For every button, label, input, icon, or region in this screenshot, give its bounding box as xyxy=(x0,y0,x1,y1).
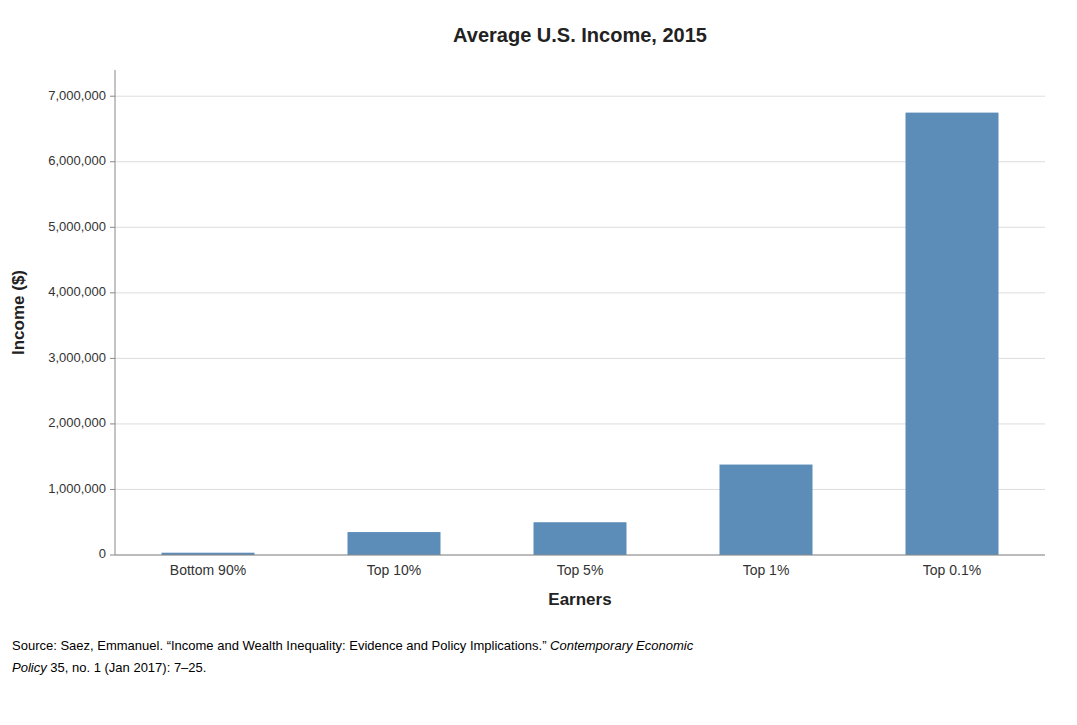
grid-line xyxy=(115,96,1045,97)
y-axis-label: Income ($) xyxy=(9,270,28,355)
y-axis-line xyxy=(115,70,116,555)
tick-mark xyxy=(110,292,115,293)
grid-line xyxy=(115,555,1045,556)
tick-label: Top 1% xyxy=(743,562,790,578)
tick-label: Top 5% xyxy=(557,562,604,578)
title: Average U.S. Income, 2015 xyxy=(453,24,707,46)
bar xyxy=(348,532,441,555)
chart-container: 0 1,000,000 2,000,000 3,000,000 4,000,000 5,0… xyxy=(0,0,1077,725)
tick-mark xyxy=(110,96,115,97)
bars xyxy=(162,113,999,555)
tick-label: 4,000,000 xyxy=(48,284,106,299)
tick-mark xyxy=(110,358,115,359)
bar xyxy=(720,465,813,555)
tick-label: 6,000,000 xyxy=(48,153,106,168)
tick-label: 0 xyxy=(99,546,106,561)
tick-label: 3,000,000 xyxy=(48,350,106,365)
tick-label: 7,000,000 xyxy=(48,88,106,103)
tick-label: Top 0.1% xyxy=(923,562,981,578)
tick-mark xyxy=(110,555,115,556)
x-axis-line xyxy=(115,555,1045,556)
tick-mark xyxy=(110,227,115,228)
tick-mark xyxy=(110,423,115,424)
source-text: Policy xyxy=(12,660,48,675)
tick-mark xyxy=(110,489,115,490)
bar xyxy=(534,522,627,555)
x-axis-label: Earners xyxy=(548,590,611,609)
x-axis: Bottom 90% Top 10% Top 5% Top 1% Top 0.1% xyxy=(170,562,981,578)
tick-label: Top 10% xyxy=(367,562,421,578)
tick-label: 5,000,000 xyxy=(48,219,106,234)
source-note: Policy 35, no. 1 (Jan 2017): 7–25. xyxy=(12,660,206,675)
chart: 0 1,000,000 2,000,000 3,000,000 4,000,000 5,0… xyxy=(0,0,1077,725)
tick-mark xyxy=(110,161,115,162)
source-text: Source: Saez, Emmanuel. “Income and Weal… xyxy=(12,638,550,653)
bar xyxy=(906,113,999,555)
tick-label: Bottom 90% xyxy=(170,562,246,578)
source-text: Contemporary Economic xyxy=(550,638,694,653)
source-note: Source: Saez, Emmanuel. “Income and Weal… xyxy=(12,638,694,653)
tick-label: 2,000,000 xyxy=(48,415,106,430)
source-text: 35, no. 1 (Jan 2017): 7–25. xyxy=(47,660,207,675)
tick-label: 1,000,000 xyxy=(48,481,106,496)
y-axis: 0 1,000,000 2,000,000 3,000,000 4,000,000 5,0… xyxy=(48,88,1045,562)
